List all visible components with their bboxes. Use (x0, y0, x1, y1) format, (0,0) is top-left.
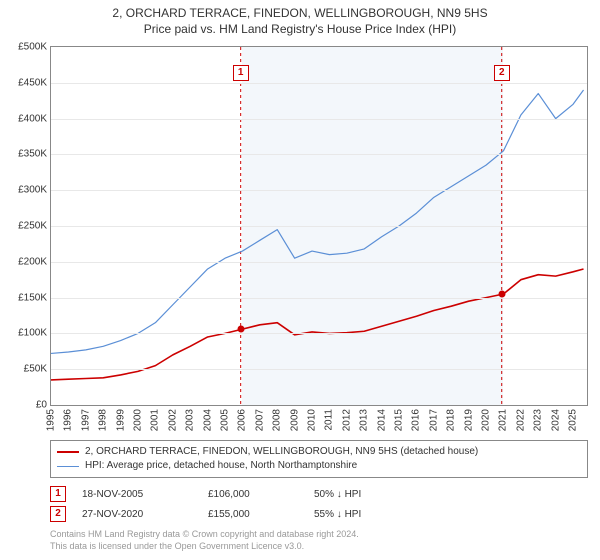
x-tick-label: 2016 (411, 409, 422, 431)
series-line-hpi (51, 90, 584, 353)
x-tick-label: 2001 (150, 409, 161, 431)
x-tick-label: 2021 (498, 409, 509, 431)
x-tick-label: 1995 (46, 409, 57, 431)
x-tick-label: 2013 (359, 409, 370, 431)
footer-line-2: This data is licensed under the Open Gov… (50, 540, 588, 552)
gridline-h (51, 369, 587, 370)
legend-label: HPI: Average price, detached house, Nort… (85, 459, 357, 473)
y-tick-label: £50K (24, 364, 47, 375)
y-tick-label: £200K (18, 256, 47, 267)
y-tick-label: £400K (18, 113, 47, 124)
event-delta: 50% ↓ HPI (314, 489, 361, 500)
x-tick-label: 2011 (324, 409, 335, 431)
gridline-h (51, 154, 587, 155)
chart-plot-area: £0£50K£100K£150K£200K£250K£300K£350K£400… (50, 46, 588, 406)
x-tick-label: 2005 (220, 409, 231, 431)
x-tick-label: 2014 (376, 409, 387, 431)
x-tick-label: 1998 (98, 409, 109, 431)
x-tick-label: 2008 (272, 409, 283, 431)
y-tick-label: £150K (18, 292, 47, 303)
gridline-h (51, 226, 587, 227)
event-date: 27-NOV-2020 (82, 509, 192, 520)
footer-line-1: Contains HM Land Registry data © Crown c… (50, 528, 588, 540)
x-tick-label: 2025 (568, 409, 579, 431)
legend-label: 2, ORCHARD TERRACE, FINEDON, WELLINGBORO… (85, 445, 478, 459)
title-line-1: 2, ORCHARD TERRACE, FINEDON, WELLINGBORO… (0, 6, 600, 20)
legend-swatch (57, 466, 79, 467)
x-tick-label: 2019 (463, 409, 474, 431)
legend-row: HPI: Average price, detached house, Nort… (57, 459, 581, 473)
event-badge: 1 (50, 486, 66, 502)
y-tick-label: £100K (18, 328, 47, 339)
gridline-h (51, 262, 587, 263)
gridline-h (51, 83, 587, 84)
x-tick-label: 2004 (202, 409, 213, 431)
event-badge: 2 (50, 506, 66, 522)
gridline-h (51, 119, 587, 120)
legend-box: 2, ORCHARD TERRACE, FINEDON, WELLINGBORO… (50, 440, 588, 478)
legend-row: 2, ORCHARD TERRACE, FINEDON, WELLINGBORO… (57, 445, 581, 459)
y-tick-label: £300K (18, 185, 47, 196)
x-tick-label: 2012 (341, 409, 352, 431)
y-tick-label: £450K (18, 77, 47, 88)
x-tick-label: 2023 (533, 409, 544, 431)
x-tick-label: 2017 (428, 409, 439, 431)
x-tick-label: 2018 (446, 409, 457, 431)
sale-dot (237, 326, 244, 333)
y-tick-label: £250K (18, 221, 47, 232)
x-tick-label: 2000 (133, 409, 144, 431)
x-tick-label: 2002 (167, 409, 178, 431)
legend-swatch (57, 451, 79, 453)
gridline-h (51, 298, 587, 299)
event-delta: 55% ↓ HPI (314, 509, 361, 520)
gridline-h (51, 190, 587, 191)
x-tick-label: 1996 (63, 409, 74, 431)
event-marker-badge: 2 (494, 65, 510, 81)
x-tick-label: 2006 (237, 409, 248, 431)
x-tick-label: 2015 (394, 409, 405, 431)
footer-attribution: Contains HM Land Registry data © Crown c… (50, 528, 588, 552)
event-date: 18-NOV-2005 (82, 489, 192, 500)
title-line-2: Price paid vs. HM Land Registry's House … (0, 22, 600, 36)
event-marker-badge: 1 (233, 65, 249, 81)
x-tick-label: 1999 (115, 409, 126, 431)
y-tick-label: £500K (18, 42, 47, 53)
events-table: 1 18-NOV-2005 £106,000 50% ↓ HPI 2 27-NOV-202… (50, 486, 588, 526)
x-tick-label: 2003 (185, 409, 196, 431)
x-tick-label: 2007 (254, 409, 265, 431)
y-tick-label: £350K (18, 149, 47, 160)
title-block: 2, ORCHARD TERRACE, FINEDON, WELLINGBORO… (0, 0, 600, 36)
x-tick-label: 2009 (289, 409, 300, 431)
event-price: £106,000 (208, 489, 298, 500)
series-line-property (51, 269, 584, 380)
event-row: 2 27-NOV-2020 £155,000 55% ↓ HPI (50, 506, 588, 522)
sale-dot (498, 291, 505, 298)
event-price: £155,000 (208, 509, 298, 520)
x-tick-label: 2010 (307, 409, 318, 431)
x-tick-label: 2022 (515, 409, 526, 431)
gridline-h (51, 333, 587, 334)
chart-container: 2, ORCHARD TERRACE, FINEDON, WELLINGBORO… (0, 0, 600, 560)
x-tick-label: 2020 (481, 409, 492, 431)
event-row: 1 18-NOV-2005 £106,000 50% ↓ HPI (50, 486, 588, 502)
x-tick-label: 1997 (80, 409, 91, 431)
x-tick-label: 2024 (550, 409, 561, 431)
